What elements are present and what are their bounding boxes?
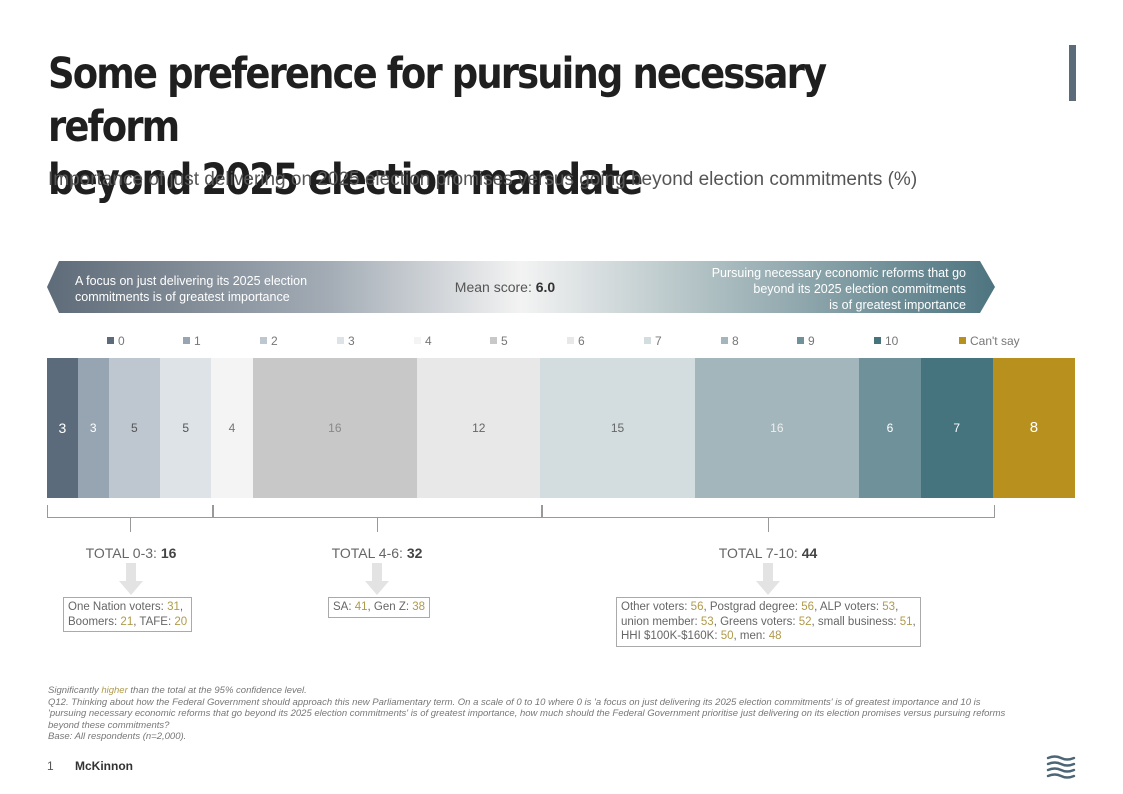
legend-item: 10 [874, 334, 898, 348]
group-total: TOTAL 0-3: 16 [85, 545, 177, 561]
legend-item: 6 [567, 334, 585, 348]
legend-label: 1 [194, 334, 201, 348]
scale-arrow-banner [47, 261, 995, 313]
legend-label: 4 [425, 334, 432, 348]
group-brackets [47, 505, 995, 532]
legend-swatch [567, 337, 574, 344]
bar-value-label: 3 [89, 421, 97, 435]
bar-segment-1 [77, 358, 110, 498]
legend-item: 8 [721, 334, 739, 348]
significance-note: Significantly higher than the total at t… [48, 685, 307, 696]
title-line-2: beyond 2025 election mandate [48, 155, 643, 205]
down-arrow-icon [756, 563, 780, 595]
legend-label: 9 [808, 334, 815, 348]
group-total-value: 32 [406, 545, 423, 561]
bar-segment-5 [252, 358, 418, 498]
legend-swatch [337, 337, 344, 344]
bar-value-label: 12 [472, 421, 486, 435]
group-total: TOTAL 4-6: 32 [331, 545, 423, 561]
bar-value-label: 6 [886, 421, 894, 435]
legend-item: 1 [183, 334, 201, 348]
bar-segment-10 [920, 358, 994, 498]
legend-item: 4 [414, 334, 432, 348]
legend-swatch [183, 337, 190, 344]
legend-swatch [874, 337, 881, 344]
legend-label: 0 [118, 334, 125, 348]
bar-segment-4 [211, 358, 254, 498]
question-note: Q12. Thinking about how the Federal Gove… [48, 696, 1006, 731]
chart-legend: 0 1 2 3 4 5 6 7 8 9 10 Can't say [47, 334, 1077, 350]
page-title: Some preference for pursuing necessary r… [48, 48, 908, 207]
legend-swatch [107, 337, 114, 344]
legend-label: 7 [655, 334, 662, 348]
legend-swatch [644, 337, 651, 344]
bar-segment-11 [992, 358, 1076, 498]
bar-value-label: 5 [131, 421, 138, 435]
legend-label: Can't say [970, 334, 1020, 348]
legend-swatch [260, 337, 267, 344]
legend-item: 2 [260, 334, 278, 348]
mean-score-value: 6.0 [535, 279, 556, 295]
legend-swatch [414, 337, 421, 344]
legend-label: 2 [271, 334, 278, 348]
page-number: 1 [47, 759, 54, 773]
bar-value-label: 5 [182, 421, 190, 435]
subgroup-callout: SA: 41, Gen Z: 38 [328, 597, 431, 618]
chart-subtitle: Importance of just delivering on 2025 el… [48, 169, 918, 190]
group-total: TOTAL 7-10: 44 [718, 545, 818, 561]
bar-segment-8 [694, 358, 860, 498]
accent-bar [1069, 45, 1076, 101]
legend-label: 10 [885, 334, 899, 348]
subgroup-callout: Other voters: 56, Postgrad degree: 56, A… [616, 597, 921, 647]
group-total-value: 16 [160, 545, 177, 561]
stacked-bar: 3 3 5 5 4 16 12 15 16 6 7 8 [47, 358, 1076, 498]
legend-label: 6 [578, 334, 585, 348]
legend-item: 9 [797, 334, 815, 348]
down-arrow-icon [365, 563, 389, 595]
legend-swatch [721, 337, 728, 344]
legend-item: 7 [644, 334, 662, 348]
legend-item: Can't say [959, 334, 1020, 348]
wave-flag-icon [1046, 755, 1076, 779]
legend-label: 8 [732, 334, 739, 348]
legend-label: 3 [348, 334, 355, 348]
bar-value-label: 4 [228, 421, 236, 435]
bar-value-label: 16 [770, 421, 784, 435]
footnotes: Significantly higher than the total at t… [48, 685, 1008, 743]
legend-item: 5 [490, 334, 508, 348]
bar-segment-0 [47, 358, 79, 498]
brand-name: McKinnon [75, 759, 133, 773]
down-arrow-icon [119, 563, 143, 595]
subgroup-callout: One Nation voters: 31, Boomers: 21, TAFE:… [63, 597, 193, 632]
scale-left-description: A focus on just delivering its 2025 elec… [75, 274, 308, 304]
base-note: Base: All respondents (n=2,000). [48, 731, 187, 743]
bar-segment-7 [540, 358, 696, 498]
legend-swatch [490, 337, 497, 344]
bar-value-label: 3 [58, 420, 67, 436]
group-total-value: 44 [801, 545, 818, 561]
legend-label: 5 [501, 334, 508, 348]
title-line-1: Some preference for pursuing necessary r… [48, 49, 827, 152]
bar-segment-3 [160, 358, 212, 498]
bar-segment-2 [108, 358, 161, 498]
bar-segment-6 [417, 358, 541, 498]
scale-right-description: Pursuing necessary economic reforms that… [711, 266, 966, 312]
legend-swatch [797, 337, 804, 344]
bar-segment-9 [859, 358, 922, 498]
legend-item: 0 [107, 334, 125, 348]
mean-score: Mean score: 6.0 [454, 279, 556, 295]
legend-item: 3 [337, 334, 355, 348]
bar-value-label: 8 [1029, 419, 1039, 436]
legend-swatch [959, 337, 966, 344]
bar-value-label: 15 [610, 421, 625, 435]
bar-value-label: 7 [953, 421, 961, 435]
bar-value-label: 16 [328, 421, 342, 435]
